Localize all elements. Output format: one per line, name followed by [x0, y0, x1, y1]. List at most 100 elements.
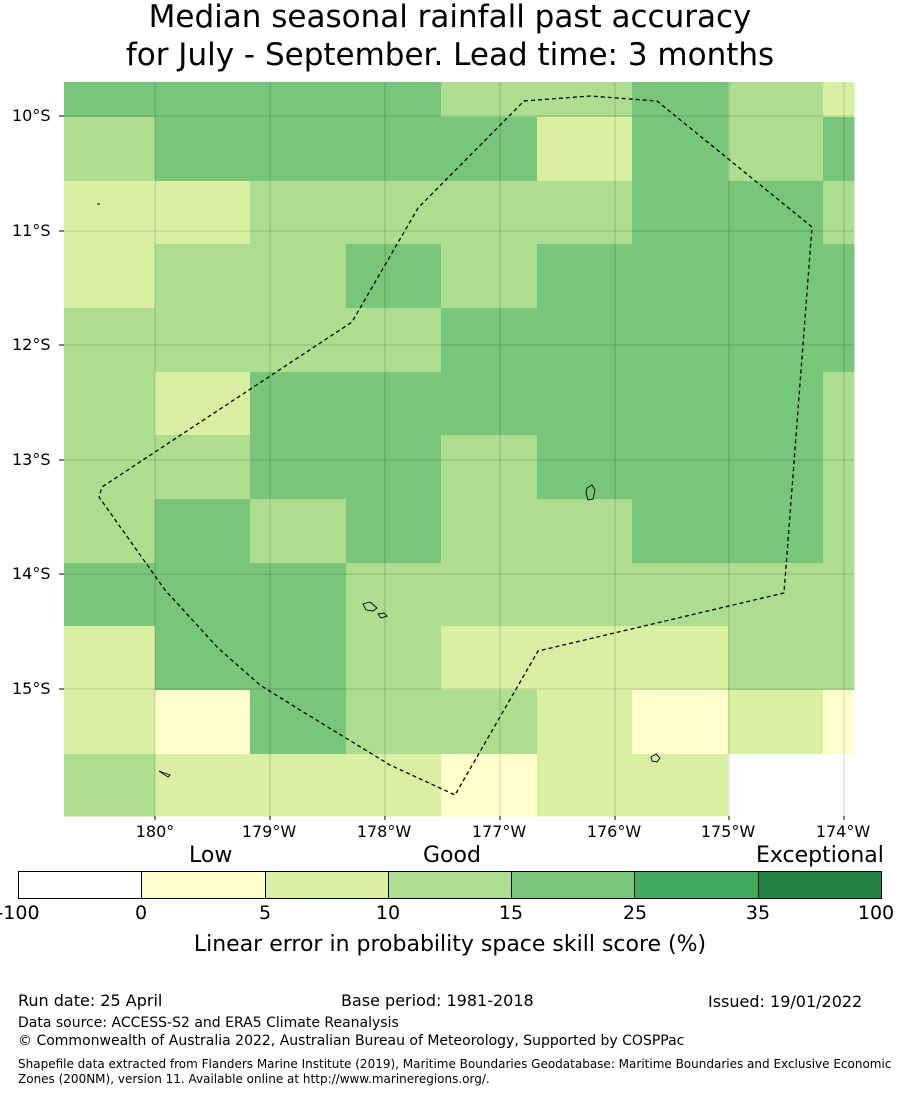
- grid-cell: [346, 754, 442, 817]
- grid-cell: [64, 499, 156, 564]
- grid-cell: [250, 690, 347, 755]
- grid-cell: [441, 117, 538, 182]
- grid-cell: [155, 181, 251, 245]
- grid-cell: [823, 308, 855, 373]
- grid-cell: [632, 690, 729, 755]
- grid-cell: [155, 754, 251, 817]
- grid-cell: [441, 626, 538, 691]
- colorbar-segment: [19, 872, 143, 898]
- grid-cell: [823, 754, 855, 817]
- grid-cell: [250, 117, 347, 182]
- grid-cell: [64, 308, 156, 373]
- grid-cell: [250, 82, 347, 118]
- grid-cell: [155, 626, 251, 691]
- grid-cell: [250, 435, 347, 500]
- legend-category-good: Good: [423, 843, 481, 868]
- lat-label-10s: 10°S: [12, 106, 51, 125]
- island-west: [362, 601, 388, 619]
- grid-cell: [632, 82, 729, 118]
- lat-label-13s: 13°S: [12, 450, 51, 469]
- lon-label-175w: 175°W: [700, 822, 756, 841]
- grid-cell: [346, 82, 442, 118]
- eez-boundary: [98, 95, 813, 796]
- grid-cell: [728, 499, 824, 564]
- grid-cell: [823, 82, 855, 118]
- grid-cell: [155, 117, 251, 182]
- grid-cell: [346, 244, 442, 309]
- lat-label-11s: 11°S: [12, 221, 51, 240]
- colorbar-tick: 5: [258, 902, 272, 924]
- colorbar-tick: 35: [745, 902, 771, 924]
- grid-cell: [537, 563, 633, 627]
- grid-cell: [728, 181, 824, 245]
- colorbar-segment: [142, 872, 266, 898]
- grid-cell: [728, 435, 824, 500]
- grid-cell: [632, 308, 729, 373]
- colorbar-tick: 10: [375, 902, 401, 924]
- grid-cell: [823, 435, 855, 500]
- colorbar-segment: [388, 872, 513, 898]
- grid-cell: [632, 117, 729, 182]
- grid-cell: [250, 499, 347, 564]
- colorbar-tick: 15: [498, 902, 524, 924]
- grid-cell: [155, 82, 251, 118]
- colorbar-tick: -100: [0, 902, 40, 924]
- grid-cell: [346, 563, 442, 627]
- grid-cell: [728, 754, 824, 817]
- grid-cell: [537, 626, 633, 691]
- island-southwest: [158, 770, 171, 778]
- grid-cell: [632, 372, 729, 436]
- lat-label-12s: 12°S: [12, 335, 51, 354]
- grid-cell: [728, 244, 824, 309]
- grid-cell: [64, 181, 156, 245]
- grid-cell: [155, 244, 251, 309]
- base-period: Base period: 1981-2018: [341, 991, 534, 1010]
- grid-cell: [441, 435, 538, 500]
- grid-cell: [346, 372, 442, 436]
- grid-cell: [155, 690, 251, 755]
- grid-cell: [632, 244, 729, 309]
- grid-cell: [441, 754, 538, 817]
- grid-cell: [537, 690, 633, 755]
- grid-cell: [346, 626, 442, 691]
- grid-cell: [250, 308, 347, 373]
- grid-cell: [728, 82, 824, 118]
- grid-cell: [250, 372, 347, 436]
- grid-cell: [537, 754, 633, 817]
- grid-cell: [155, 435, 251, 500]
- island-north: [585, 484, 596, 501]
- grid-cell: [537, 499, 633, 564]
- grid-cell: [441, 372, 538, 436]
- grid-cell: [64, 82, 156, 118]
- grid-cell: [441, 82, 538, 118]
- grid-cell: [823, 563, 855, 627]
- grid-cell: [823, 690, 855, 755]
- run-date: Run date: 25 April: [18, 991, 163, 1010]
- grid-cell: [632, 754, 729, 817]
- grid-cell: [537, 82, 633, 118]
- grid-cell: [728, 690, 824, 755]
- grid-cell: [632, 499, 729, 564]
- map-title-line-1: Median seasonal rainfall past accuracy: [148, 0, 752, 35]
- map-title-line-2: for July - September. Lead time: 3 month…: [125, 37, 775, 73]
- grid-cell: [64, 117, 156, 182]
- shapefile-credit-line-2: Zones (200NM), version 11. Available onl…: [18, 1072, 490, 1086]
- grid-cell: [632, 181, 729, 245]
- lon-label-179w: 179°W: [241, 822, 297, 841]
- shapefile-credit-line-1: Shapefile data extracted from Flanders M…: [18, 1057, 892, 1071]
- grid-cell: [155, 308, 251, 373]
- grid-cell: [250, 244, 347, 309]
- grid-cell: [632, 626, 729, 691]
- colorbar-segment: [512, 872, 636, 898]
- grid-cell: [441, 690, 538, 755]
- colorbar-segment: [758, 872, 881, 898]
- grid-cell: [441, 563, 538, 627]
- grid-cell: [728, 308, 824, 373]
- colorbar-segment: [635, 872, 759, 898]
- grid-cell: [823, 626, 855, 691]
- grid-cell: [441, 181, 538, 245]
- colorbar-tick: 100: [857, 902, 895, 924]
- lon-label-176w: 176°W: [586, 822, 642, 841]
- lon-label-174w: 174°W: [815, 822, 871, 841]
- colorbar-segment: [265, 872, 389, 898]
